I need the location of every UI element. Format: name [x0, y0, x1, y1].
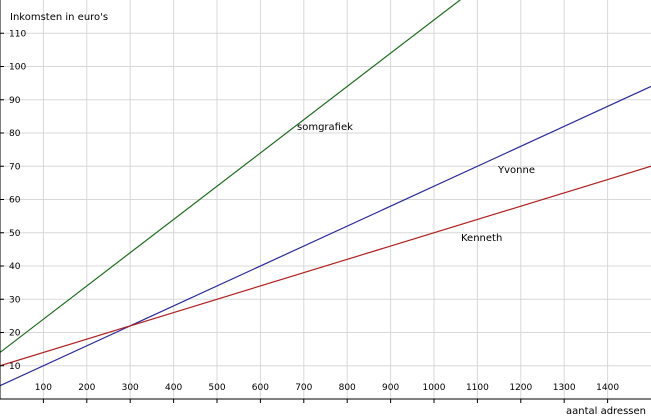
- y-tick-label: 10: [9, 362, 21, 372]
- y-tick-label: 60: [9, 196, 21, 206]
- x-tick-label: 1200: [509, 383, 532, 393]
- series-line: [0, 0, 462, 353]
- series-label: Yvonne: [497, 165, 535, 176]
- x-tick-label: 700: [295, 383, 312, 393]
- x-tick-label: 100: [35, 383, 52, 393]
- y-tick-label: 40: [9, 262, 21, 272]
- y-tick-label: 50: [9, 229, 21, 239]
- y-tick-label: 20: [9, 329, 21, 339]
- x-tick-label: 200: [78, 383, 95, 393]
- x-tick-label: 300: [122, 383, 139, 393]
- x-tick-label: 500: [208, 383, 225, 393]
- y-axis-title: Inkomsten in euro's: [10, 12, 108, 23]
- y-tick-label: 110: [9, 29, 26, 39]
- series-label: somgrafiek: [297, 122, 353, 133]
- series-line: [0, 85, 651, 387]
- x-axis-title: aantal adressen: [566, 406, 646, 417]
- y-tick-label: 30: [9, 295, 21, 305]
- x-tick-label: 1000: [423, 383, 446, 393]
- y-tick-label: 80: [9, 129, 21, 139]
- y-tick-label: 90: [9, 96, 21, 106]
- x-tick-label: 400: [165, 383, 182, 393]
- x-tick-label: 900: [382, 383, 399, 393]
- x-tick-label: 600: [252, 383, 269, 393]
- x-tick-label: 1300: [553, 383, 576, 393]
- y-tick-label: 100: [9, 63, 26, 73]
- series-line: [0, 165, 651, 367]
- x-tick-label: 800: [339, 383, 356, 393]
- x-tick-label: 1100: [466, 383, 489, 393]
- y-tick-label: 70: [9, 162, 21, 172]
- x-tick-label: 1400: [596, 383, 619, 393]
- series-label: Kenneth: [461, 233, 502, 244]
